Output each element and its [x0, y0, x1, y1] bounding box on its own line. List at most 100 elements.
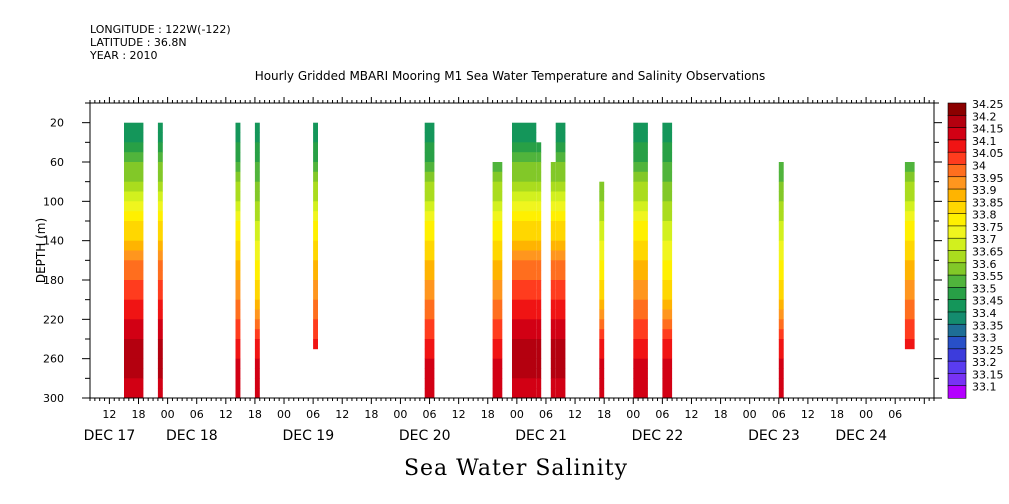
salinity-cell [599, 299, 605, 310]
salinity-cell [512, 260, 537, 271]
salinity-cell [662, 270, 673, 281]
salinity-cell [492, 289, 503, 300]
colorbar-swatch [947, 102, 967, 116]
salinity-cell [599, 280, 605, 291]
salinity-cell [313, 260, 318, 271]
salinity-cell [424, 230, 435, 241]
salinity-cell [778, 289, 784, 300]
salinity-cell [254, 289, 260, 300]
salinity-cell [254, 250, 260, 261]
salinity-cell [555, 122, 566, 133]
x-hour-tick-label: 06 [655, 408, 669, 421]
salinity-cell [536, 388, 542, 399]
salinity-cell [235, 378, 241, 389]
salinity-cell [424, 388, 435, 399]
salinity-cell [124, 181, 144, 192]
x-hour-tick-label: 18 [481, 408, 495, 421]
salinity-cell [599, 388, 605, 399]
salinity-cell [424, 132, 435, 143]
salinity-cell [157, 152, 163, 163]
salinity-cell [124, 358, 144, 369]
salinity-cell [904, 250, 915, 261]
salinity-cell [778, 270, 784, 281]
salinity-cell [424, 378, 435, 389]
salinity-cell [633, 270, 648, 281]
salinity-cell [778, 339, 784, 350]
salinity-cell [254, 240, 260, 251]
colorbar-level-label: 33.6 [972, 258, 997, 271]
salinity-cell [157, 191, 163, 202]
salinity-cell [313, 211, 318, 222]
salinity-cell [536, 280, 542, 291]
x-hour-tick-label: 06 [190, 408, 204, 421]
salinity-cell [778, 250, 784, 261]
salinity-cell [550, 388, 556, 399]
salinity-cell [235, 162, 241, 173]
salinity-cell [313, 171, 318, 182]
salinity-cell [512, 329, 537, 340]
salinity-cell [235, 181, 241, 192]
salinity-cell [778, 240, 784, 251]
colorbar-swatch [947, 336, 967, 350]
colorbar-swatch [947, 164, 967, 178]
salinity-cell [512, 250, 537, 261]
salinity-cell [599, 329, 605, 340]
salinity-cell [778, 260, 784, 271]
salinity-cell [662, 388, 673, 399]
colorbar-level-label: 33.55 [972, 270, 1004, 283]
salinity-cell [555, 378, 566, 389]
x-hour-tick-label: 00 [859, 408, 873, 421]
salinity-cell [235, 171, 241, 182]
salinity-cell [124, 191, 144, 202]
longitude-label: LONGITUDE : 122W(-122) [90, 23, 231, 36]
salinity-cell [313, 191, 318, 202]
salinity-cell [599, 230, 605, 241]
salinity-cell [157, 240, 163, 251]
salinity-cell [633, 201, 648, 212]
salinity-cell [157, 181, 163, 192]
salinity-cell [124, 230, 144, 241]
salinity-cell [555, 289, 566, 300]
colorbar-level-label: 33.9 [972, 184, 997, 197]
salinity-cell [550, 191, 556, 202]
salinity-cell [512, 368, 537, 379]
salinity-cell [555, 339, 566, 350]
salinity-cell [555, 142, 566, 153]
salinity-cell [313, 152, 318, 163]
salinity-cell [778, 230, 784, 241]
salinity-cell [424, 368, 435, 379]
salinity-cell [599, 250, 605, 261]
salinity-cell [633, 132, 648, 143]
salinity-cell [550, 299, 556, 310]
salinity-cell [124, 339, 144, 350]
colorbar-swatch [947, 262, 967, 276]
salinity-cell [124, 280, 144, 291]
salinity-cell [254, 211, 260, 222]
colorbar-level-label: 33.65 [972, 246, 1004, 259]
colorbar-swatch [947, 213, 967, 227]
salinity-cell [424, 221, 435, 232]
colorbar-swatch [947, 127, 967, 141]
salinity-cell [599, 221, 605, 232]
salinity-cell [157, 162, 163, 173]
salinity-cell [512, 162, 537, 173]
salinity-cell [313, 280, 318, 291]
salinity-cell [555, 132, 566, 143]
salinity-cell [254, 388, 260, 399]
salinity-cell [633, 122, 648, 133]
salinity-cell [254, 329, 260, 340]
salinity-cell [904, 211, 915, 222]
salinity-cell [633, 299, 648, 310]
salinity-cell [633, 162, 648, 173]
salinity-cell [157, 142, 163, 153]
salinity-cell [424, 260, 435, 271]
salinity-cell [536, 250, 542, 261]
x-day-tick-label: DEC 17 [84, 428, 136, 444]
salinity-cell [512, 171, 537, 182]
salinity-cell [536, 152, 542, 163]
salinity-cell [512, 201, 537, 212]
x-hour-tick-label: 00 [743, 408, 757, 421]
salinity-cell [424, 201, 435, 212]
salinity-cell [313, 250, 318, 261]
salinity-cell [633, 171, 648, 182]
